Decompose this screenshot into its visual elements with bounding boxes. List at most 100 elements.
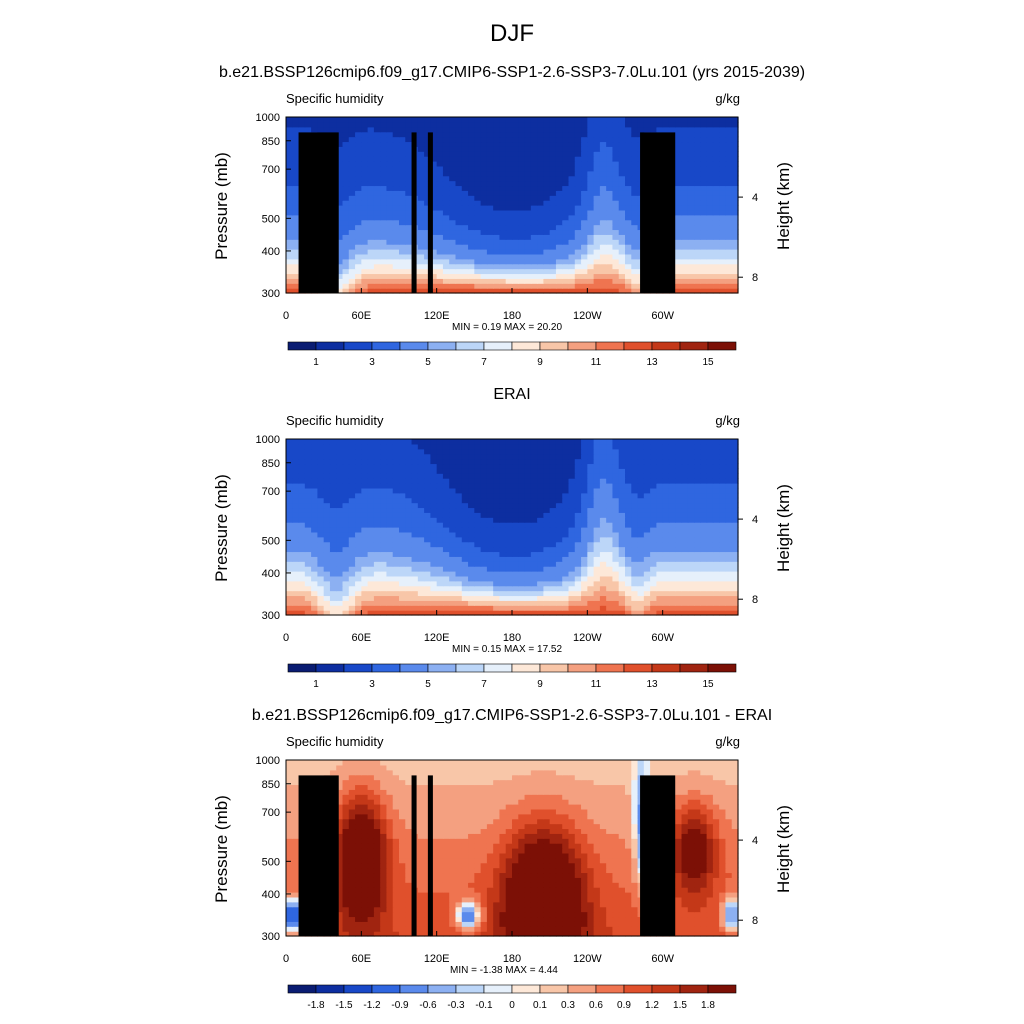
- heatmap-cell: [549, 273, 557, 279]
- heatmap-cell: [342, 512, 350, 518]
- heatmap-cell: [505, 566, 513, 572]
- heatmap-cell: [461, 595, 469, 601]
- x-tick-label: 60W: [651, 310, 674, 322]
- heatmap-cell: [587, 517, 595, 523]
- heatmap-cell: [650, 502, 657, 509]
- heatmap-cell: [336, 190, 344, 196]
- heatmap-cell: [700, 468, 708, 474]
- heatmap-cell: [298, 453, 306, 460]
- heatmap-cell: [355, 190, 362, 196]
- heatmap-cell: [286, 522, 293, 528]
- heatmap-cell: [405, 551, 413, 557]
- heatmap-cell: [687, 283, 695, 289]
- heatmap-cell: [656, 487, 664, 494]
- heatmap-cell: [386, 522, 394, 528]
- heatmap-cell: [392, 219, 400, 226]
- heatmap-cell: [681, 580, 689, 587]
- heatmap-cell: [612, 468, 620, 474]
- heatmap-cell: [424, 273, 431, 279]
- heatmap-cell: [455, 551, 463, 557]
- heatmap-cell: [311, 468, 318, 474]
- heatmap-cell: [518, 487, 526, 494]
- heatmap-cell: [505, 458, 513, 465]
- heatmap-cell: [392, 229, 400, 235]
- heatmap-cell: [593, 239, 601, 245]
- heatmap-cell: [662, 585, 670, 592]
- heatmap-cell: [442, 566, 450, 572]
- heatmap-cell: [631, 117, 639, 123]
- heatmap-cell: [675, 161, 683, 167]
- heatmap-cell: [518, 610, 526, 616]
- heatmap-cell: [361, 571, 369, 577]
- heatmap-cell: [405, 205, 413, 211]
- heatmap-cell: [568, 156, 576, 162]
- heatmap-cell: [574, 492, 582, 499]
- heatmap-cell: [700, 209, 708, 216]
- heatmap-cell: [493, 517, 501, 523]
- heatmap-cell: [286, 458, 293, 465]
- heatmap-cell: [512, 273, 519, 279]
- heatmap-cell: [549, 229, 557, 235]
- heatmap-cell: [675, 610, 683, 616]
- heatmap-cell: [480, 605, 488, 611]
- heatmap-cell: [631, 502, 639, 509]
- heatmap-cell: [606, 185, 614, 191]
- heatmap-cell: [424, 229, 431, 235]
- heatmap-cell: [367, 131, 375, 138]
- heatmap-cell: [367, 283, 375, 289]
- heatmap-cell: [719, 161, 727, 167]
- heatmap-cell: [342, 556, 350, 562]
- heatmap-cell: [700, 551, 708, 557]
- heatmap-cell: [524, 205, 532, 211]
- heatmap-cell: [505, 268, 513, 275]
- heatmap-cell: [292, 566, 300, 572]
- heatmap-cell: [367, 126, 375, 133]
- heatmap-cell: [430, 117, 438, 123]
- heatmap-cell: [656, 507, 664, 513]
- heatmap-cell: [286, 278, 293, 284]
- heatmap-cell: [342, 200, 350, 206]
- heatmap-cell: [386, 209, 394, 216]
- heatmap-cell: [694, 151, 701, 157]
- heatmap-cell: [687, 214, 695, 221]
- heatmap-cell: [436, 551, 444, 557]
- heatmap-cell: [348, 156, 356, 162]
- heatmap-cell: [505, 531, 513, 538]
- heatmap-cell: [323, 507, 331, 513]
- heatmap-cell: [712, 136, 720, 143]
- heatmap-cell: [455, 556, 463, 562]
- heatmap-cell: [606, 468, 614, 474]
- heatmap-cell: [625, 263, 632, 270]
- heatmap-cell: [549, 268, 557, 275]
- heatmap-cell: [625, 610, 632, 616]
- heatmap-cell: [361, 224, 369, 231]
- heatmap-cell: [599, 121, 607, 128]
- heatmap-cell: [675, 478, 683, 484]
- heatmap-cell: [637, 126, 645, 133]
- heatmap-cell: [643, 117, 651, 123]
- heatmap-cell: [399, 546, 406, 553]
- heatmap-cell: [292, 527, 300, 533]
- heatmap-cell: [518, 136, 526, 143]
- heatmap-cell: [348, 453, 356, 460]
- heatmap-cell: [380, 487, 388, 494]
- heatmap-cell: [286, 117, 293, 123]
- heatmap-cell: [512, 463, 519, 469]
- heatmap-cell: [455, 283, 463, 289]
- heatmap-cell: [706, 585, 714, 592]
- heatmap-cell: [650, 478, 657, 484]
- heatmap-cell: [587, 522, 595, 528]
- heatmap-cell: [612, 561, 620, 567]
- heatmap-cell: [681, 522, 689, 528]
- heatmap-cell: [399, 273, 406, 279]
- heatmap-cell: [499, 473, 507, 479]
- heatmap-cell: [712, 288, 720, 294]
- heatmap-cell: [361, 492, 369, 499]
- heatmap-cell: [461, 561, 469, 567]
- heatmap-cell: [687, 541, 695, 548]
- heatmap-cell: [518, 473, 526, 479]
- heatmap-cell: [461, 156, 469, 162]
- heatmap-cell: [493, 522, 501, 528]
- heatmap-cell: [618, 575, 626, 582]
- heatmap-cell: [386, 175, 394, 182]
